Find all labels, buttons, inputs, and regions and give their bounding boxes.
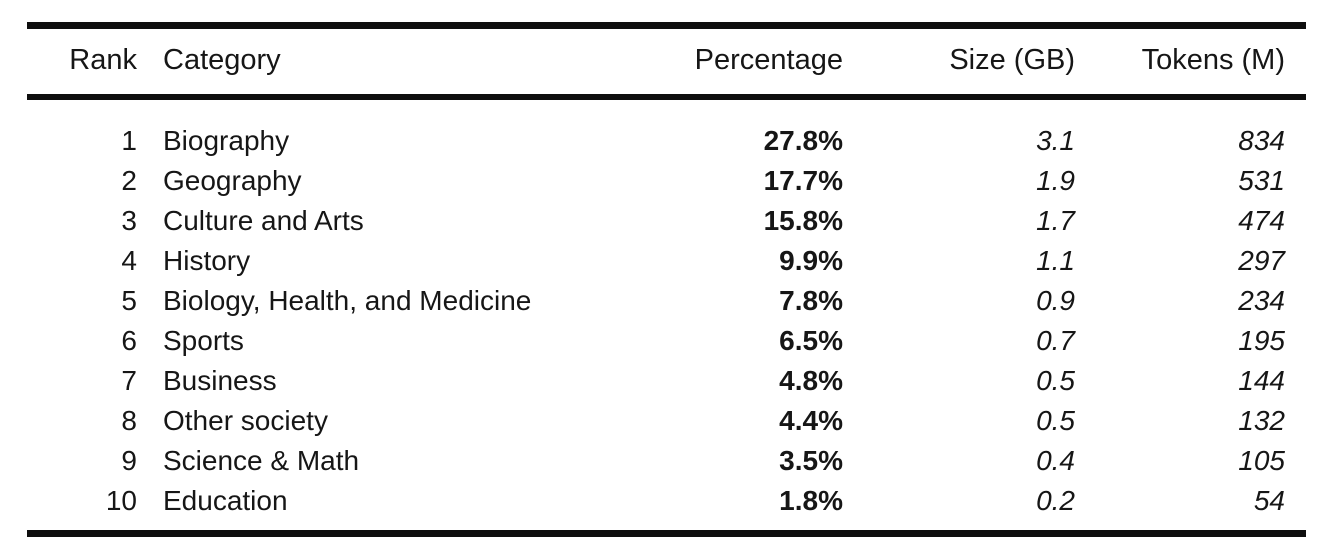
header-category: Category [163,44,281,76]
cell-rank: 1 [121,125,137,156]
header-size-gb: Size (GB) [949,44,1075,76]
cell-percentage: 1.8% [779,485,843,516]
cell-percentage: 7.8% [779,285,843,316]
table-row: 9 Science & Math 3.5% 0.4 105 [27,441,1306,481]
cell-size-gb: 0.9 [1036,285,1075,316]
cell-size-gb: 1.7 [1036,205,1075,236]
cell-tokens-m: 105 [1238,445,1285,476]
table-row: 4 History 9.9% 1.1 297 [27,241,1306,281]
cell-percentage: 9.9% [779,245,843,276]
table-row: 7 Business 4.8% 0.5 144 [27,361,1306,401]
cell-tokens-m: 531 [1238,165,1285,196]
cell-percentage: 17.7% [763,165,843,196]
table-row: 1 Biography 27.8% 3.1 834 [27,97,1306,161]
cell-percentage: 15.8% [763,205,843,236]
cell-rank: 9 [121,445,137,476]
cell-tokens-m: 834 [1238,125,1285,156]
cell-size-gb: 0.5 [1036,405,1075,436]
cell-tokens-m: 132 [1238,405,1285,436]
cell-category: Biology, Health, and Medicine [163,285,532,316]
cell-rank: 2 [121,165,137,196]
cell-rank: 3 [121,205,137,236]
cell-tokens-m: 297 [1238,245,1285,276]
cell-size-gb: 0.7 [1036,325,1075,356]
cell-category: Sports [163,325,244,356]
cell-tokens-m: 54 [1253,485,1285,516]
cell-category: Biography [163,125,290,156]
header-tokens-m: Tokens (M) [1141,44,1285,76]
cell-size-gb: 1.1 [1036,245,1075,276]
cell-rank: 8 [121,405,137,436]
category-distribution-table: Rank Category Percentage Size (GB) Token… [27,22,1306,537]
header-percentage: Percentage [694,44,843,76]
cell-size-gb: 0.4 [1036,445,1075,476]
table-row: 8 Other society 4.4% 0.5 132 [27,401,1306,441]
cell-tokens-m: 234 [1238,285,1285,316]
cell-size-gb: 0.5 [1036,365,1075,396]
table-row: 2 Geography 17.7% 1.9 531 [27,161,1306,201]
cell-percentage: 27.8% [763,125,843,156]
cell-rank: 5 [121,285,137,316]
cell-rank: 10 [105,485,137,516]
table-row: 6 Sports 6.5% 0.7 195 [27,321,1306,361]
cell-tokens-m: 474 [1238,205,1285,236]
table-row: 5 Biology, Health, and Medicine 7.8% 0.9… [27,281,1306,321]
cell-rank: 6 [121,325,137,356]
cell-category: Education [163,485,288,516]
cell-category: Science & Math [163,445,360,476]
cell-tokens-m: 195 [1238,325,1285,356]
cell-category: Business [163,365,277,396]
cell-size-gb: 0.2 [1036,485,1075,516]
cell-category: Culture and Arts [163,205,364,236]
cell-category: Other society [163,405,328,436]
header-row: Rank Category Percentage Size (GB) Token… [27,26,1306,97]
cell-tokens-m: 144 [1238,365,1285,396]
cell-rank: 7 [121,365,137,396]
cell-category: History [163,245,251,276]
cell-size-gb: 1.9 [1036,165,1075,196]
cell-percentage: 4.4% [779,405,843,436]
header-rank: Rank [69,44,137,76]
table-row: 3 Culture and Arts 15.8% 1.7 474 [27,201,1306,241]
table-row: 10 Education 1.8% 0.2 54 [27,481,1306,534]
cell-size-gb: 3.1 [1036,125,1075,156]
cell-percentage: 4.8% [779,365,843,396]
cell-percentage: 6.5% [779,325,843,356]
cell-rank: 4 [121,245,137,276]
cell-category: Geography [163,165,302,196]
cell-percentage: 3.5% [779,445,843,476]
